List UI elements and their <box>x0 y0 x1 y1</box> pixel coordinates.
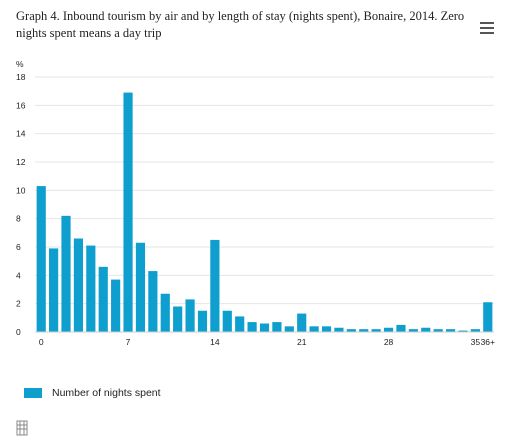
y-tick-label: 12 <box>16 157 26 167</box>
bar <box>309 326 319 332</box>
bar <box>98 266 108 332</box>
bar <box>396 324 406 332</box>
bar <box>222 310 232 332</box>
bar <box>458 330 468 332</box>
bar <box>86 245 96 332</box>
y-tick-label: 2 <box>16 299 21 309</box>
bar <box>408 329 418 332</box>
x-tick-label: 14 <box>210 337 220 347</box>
x-tick-label: 28 <box>384 337 394 347</box>
bar <box>61 215 71 332</box>
x-tick-label: 21 <box>297 337 307 347</box>
bar <box>284 326 294 332</box>
legend-label: Number of nights spent <box>52 387 161 399</box>
chart-title: Graph 4. Inbound tourism by air and by l… <box>16 9 465 40</box>
bar <box>383 327 394 332</box>
hamburger-menu-icon[interactable] <box>480 22 494 34</box>
menu-line <box>480 32 494 34</box>
bar <box>73 238 84 332</box>
menu-line <box>480 22 494 24</box>
bar <box>470 329 480 332</box>
menu-line <box>480 27 494 29</box>
bar <box>247 322 257 332</box>
bar <box>433 329 443 332</box>
bar <box>111 279 121 332</box>
legend-swatch <box>24 388 42 398</box>
y-tick-label: 14 <box>16 129 26 139</box>
y-tick-label: 4 <box>16 270 21 280</box>
bar <box>421 327 431 332</box>
bar <box>297 313 307 332</box>
bar <box>272 322 282 332</box>
bar <box>483 302 493 332</box>
bar <box>49 248 59 332</box>
bar <box>445 329 456 332</box>
y-tick-label: 0 <box>16 327 21 337</box>
bar <box>148 271 158 332</box>
bar <box>346 329 356 332</box>
bar <box>135 242 146 332</box>
y-axis-label: % <box>16 59 24 69</box>
bar <box>123 92 133 332</box>
bar <box>197 310 208 332</box>
bar-chart: % 0 2 4 6 8 10 12 14 16 18 0 7 14 21 28 35 36+ <box>16 59 495 347</box>
x-tick-label: 35 <box>471 337 481 347</box>
x-tick-label: 0 <box>39 337 44 347</box>
bar <box>359 329 369 332</box>
x-tick-label: 36+ <box>481 337 495 347</box>
y-tick-label: 10 <box>16 185 26 195</box>
cbs-logo-icon <box>16 420 28 436</box>
legend-item[interactable]: Number of nights spent <box>24 387 161 399</box>
y-tick-label: 8 <box>16 214 21 224</box>
bar <box>321 326 332 332</box>
bar <box>334 327 344 332</box>
bar <box>371 329 381 332</box>
bar <box>185 299 195 332</box>
y-tick-label: 18 <box>16 72 26 82</box>
bar <box>259 323 270 332</box>
x-tick-label: 7 <box>126 337 131 347</box>
bar <box>235 316 245 332</box>
bar <box>173 306 183 332</box>
bar <box>210 239 220 332</box>
y-tick-label: 16 <box>16 100 26 110</box>
y-tick-label: 6 <box>16 242 21 252</box>
bar <box>36 186 46 332</box>
bar <box>160 293 170 332</box>
